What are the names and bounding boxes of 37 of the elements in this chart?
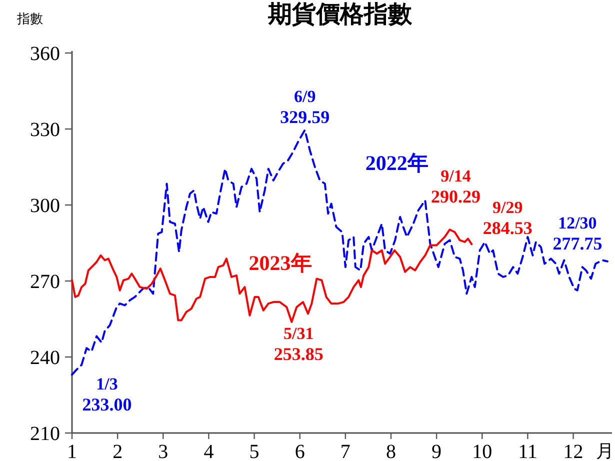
line-series (71, 129, 608, 376)
data-label: 233.00 (82, 394, 132, 415)
x-tick-label: 1 (67, 441, 77, 461)
data-label: 253.85 (274, 344, 324, 364)
annotation: 5/31 (284, 324, 314, 343)
x-tick-label: 8 (386, 441, 396, 461)
chart-title: 期貨價格指數 (267, 1, 413, 28)
y-tick-label: 330 (30, 119, 60, 141)
annotation: 1/3 (96, 374, 118, 394)
x-tick-label: 10 (472, 441, 492, 461)
y-tick-label: 210 (30, 423, 60, 445)
annotation: 12/30 (558, 213, 597, 232)
x-tick-label: 7 (340, 441, 350, 461)
y-tick-label: 270 (30, 271, 60, 293)
y-tick-label: 300 (30, 195, 60, 217)
y-tick-label: 360 (30, 43, 60, 65)
x-tick-label: 9 (432, 441, 442, 461)
y-tick-label: 240 (30, 347, 60, 369)
data-label: 290.29 (431, 186, 481, 207)
data-label: 329.59 (280, 107, 330, 128)
line-series (71, 228, 473, 323)
data-label: 277.75 (552, 233, 602, 254)
series-label: 2022年 (365, 150, 428, 175)
x-tick-label: 4 (204, 441, 214, 461)
annotation: 9/14 (440, 166, 472, 186)
data-label: 284.53 (482, 218, 532, 238)
x-tick-label: 11 (518, 441, 538, 461)
y-axis-title: 指數 (16, 11, 43, 26)
x-tick-label: 3 (158, 441, 168, 461)
annotation: 6/9 (294, 87, 316, 106)
x-tick-label: 5 (249, 441, 260, 461)
x-tick-label: 6 (294, 441, 305, 461)
x-axis-title: 月 (596, 441, 614, 461)
x-tick-label: 12 (563, 441, 584, 461)
x-tick-label: 2 (112, 441, 123, 461)
annotation: 9/29 (492, 198, 523, 218)
series-label: 2023年 (248, 251, 312, 275)
